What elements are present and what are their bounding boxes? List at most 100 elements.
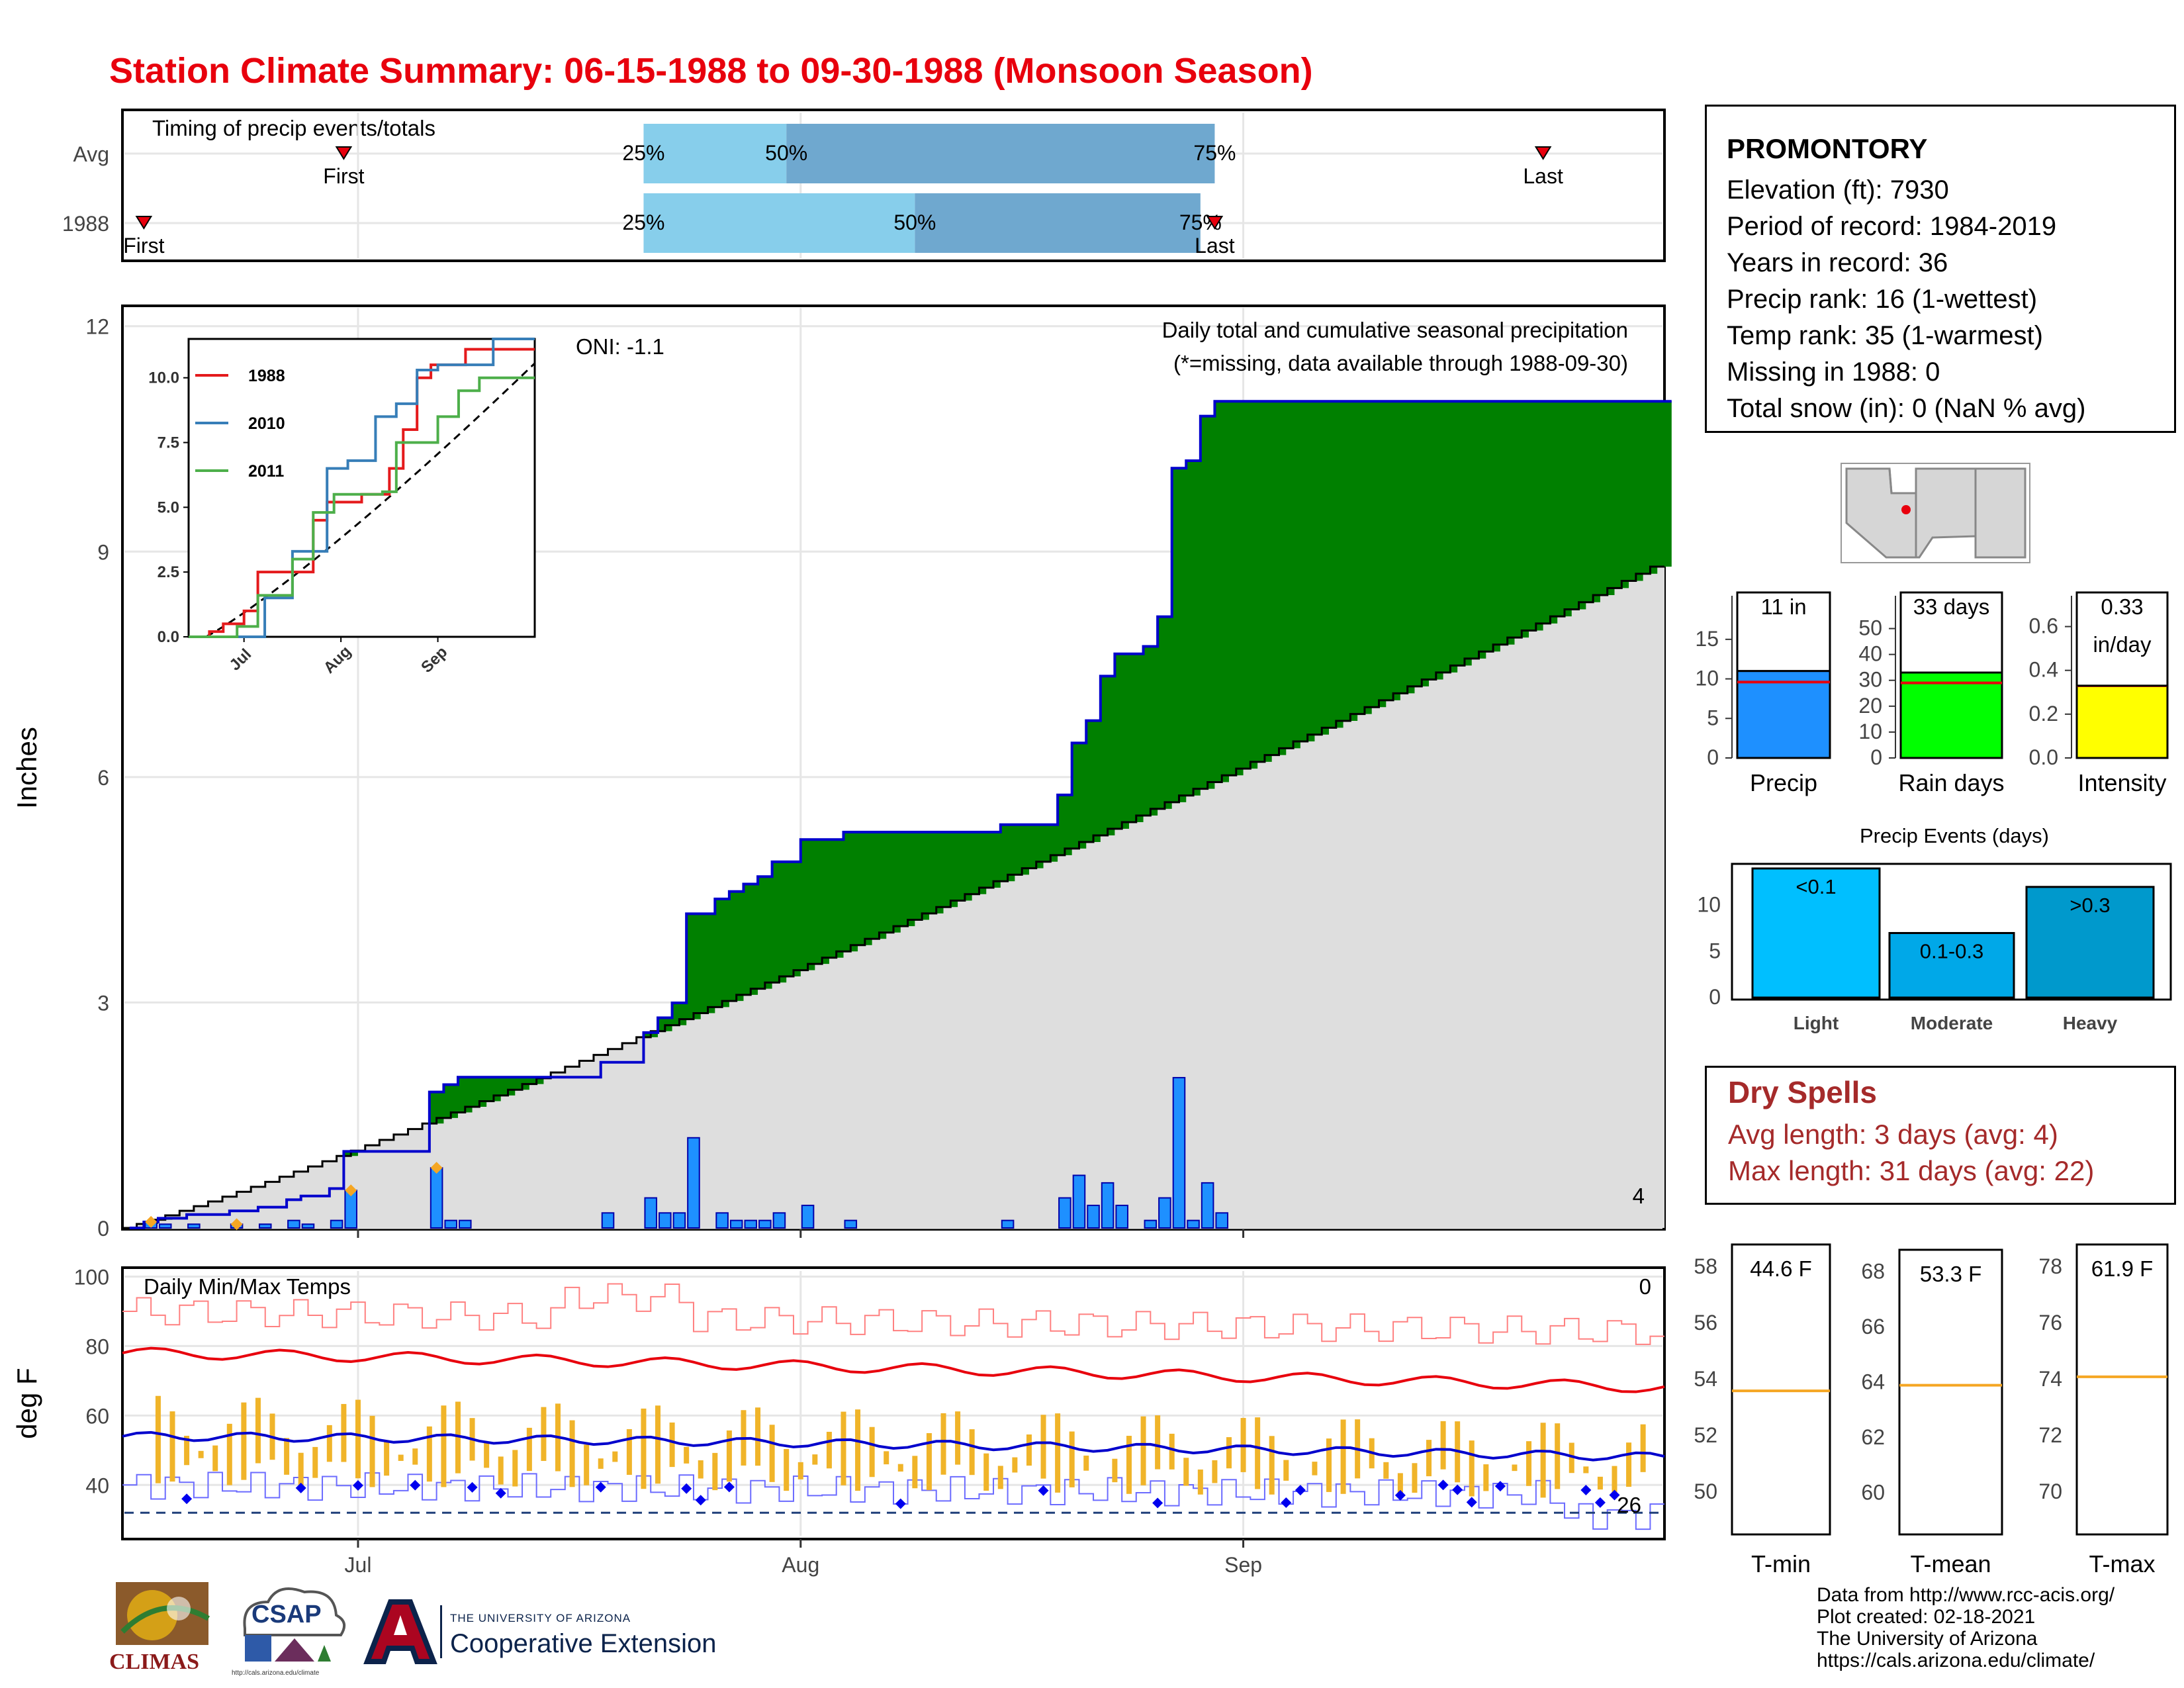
daily-precip-bar	[330, 1219, 343, 1229]
summary-bar-2	[2075, 684, 2169, 759]
timing-first-marker	[135, 216, 153, 230]
daily-temp-bar	[926, 1432, 932, 1491]
daily-temp-bar	[1269, 1436, 1275, 1495]
daily-temp-bar	[755, 1407, 761, 1466]
record-low-marker	[1152, 1497, 1163, 1509]
location-map	[1841, 463, 2030, 563]
record-low-marker	[895, 1498, 906, 1509]
daily-temp-bar	[312, 1446, 318, 1478]
daily-precip-bar	[1215, 1212, 1228, 1229]
record-low-marker	[1281, 1497, 1292, 1509]
temp-ylabel: deg F	[11, 1368, 42, 1438]
record-low-marker	[352, 1479, 363, 1491]
event-category-label: Heavy	[2063, 1013, 2118, 1033]
temp-summary-value: 53.3 F	[1920, 1262, 1982, 1286]
daily-temp-bar	[526, 1427, 532, 1472]
summary-label-box	[2075, 591, 2169, 687]
station-info-box: PROMONTORY Elevation (ft): 7930 Period o…	[1705, 105, 2176, 433]
daily-temp-bar	[669, 1422, 675, 1468]
daily-temp-bar	[726, 1430, 732, 1482]
daily-precip-bar	[715, 1212, 729, 1229]
daily-temp-bar	[198, 1450, 204, 1458]
missing-marker	[145, 1215, 158, 1228]
events-ytick: 10	[1697, 893, 1721, 917]
daily-temp-bar	[226, 1423, 232, 1485]
month-label: Aug	[782, 1553, 819, 1577]
missing-marker	[230, 1218, 243, 1231]
daily-temp-bar	[498, 1456, 504, 1485]
precip-ytick: 6	[97, 766, 109, 790]
daily-temp-bar	[412, 1448, 418, 1465]
daily-temp-bar	[1155, 1415, 1161, 1470]
csap-logo: CSAP http://cals.arizona.edu/climate	[232, 1582, 351, 1685]
daily-temp-bar	[1540, 1423, 1546, 1498]
precip-ytick: 12	[85, 315, 109, 339]
daily-temp-bar	[1512, 1464, 1518, 1472]
temp-count-hi: 0	[1639, 1274, 1651, 1299]
temp-summary-ytick: 78	[2038, 1254, 2062, 1278]
station-name: PROMONTORY	[1727, 133, 1928, 164]
daily-precip-bar	[844, 1219, 858, 1229]
precip-event-bar	[1888, 931, 2015, 999]
daily-precip-bar	[1144, 1219, 1158, 1229]
daily-temp-bar	[155, 1395, 161, 1483]
daily-temp-bar	[169, 1411, 175, 1482]
timing-p50-label: 50%	[765, 141, 807, 165]
ua-a-icon	[363, 1599, 437, 1664]
daily-temp-bar	[1026, 1434, 1032, 1466]
timing-p50-label: 50%	[893, 211, 936, 234]
inset-ytick-label: 0.0	[158, 628, 179, 646]
daily-precip-bar	[1158, 1197, 1171, 1229]
daily-temp-bar	[212, 1445, 218, 1472]
footer-institution: The University of Arizona	[1817, 1628, 2038, 1650]
footer-created: Plot created: 02-18-2021	[1817, 1606, 2036, 1628]
daily-temp-bar	[1112, 1458, 1118, 1483]
cumulative-surplus-area	[129, 401, 1672, 1228]
daily-temp-bar	[855, 1409, 861, 1491]
missing-marker	[345, 1184, 357, 1197]
record-low-marker	[181, 1493, 193, 1505]
month-label: Sep	[1224, 1553, 1262, 1577]
record-low-line	[122, 1472, 1664, 1530]
daily-temp-bar	[698, 1460, 704, 1479]
summary-ytick: 30	[1858, 668, 1882, 692]
daily-temp-bar	[398, 1454, 404, 1461]
events-ytick: 5	[1709, 939, 1721, 962]
daily-temp-bar	[1612, 1466, 1617, 1499]
inset-avg-line	[205, 362, 536, 638]
footer-url: https://cals.arizona.edu/climate/	[1817, 1650, 2095, 1671]
temp-summary-ytick: 60	[1861, 1480, 1885, 1504]
daily-temp-bar	[1212, 1460, 1218, 1483]
csap-emblem-icon	[243, 1587, 346, 1662]
temp-summary-ytick: 50	[1694, 1479, 1717, 1503]
daily-precip-bar	[458, 1219, 472, 1229]
footer-source: Data from http://www.rcc-acis.org/	[1817, 1584, 2115, 1606]
daily-temp-bar	[912, 1456, 918, 1489]
daily-temp-bar	[997, 1466, 1003, 1489]
daily-temp-bar	[512, 1450, 518, 1487]
daily-temp-bar	[897, 1464, 903, 1472]
station-snow: Total snow (in): 0 (NaN % avg)	[1727, 394, 2086, 423]
temp-summary-ytick: 52	[1694, 1423, 1717, 1447]
oni-label: ONI: -1.1	[576, 334, 664, 359]
record-low-marker	[595, 1481, 606, 1493]
daily-precip-bar	[187, 1223, 201, 1229]
dry-spells-title: Dry Spells	[1728, 1075, 1877, 1109]
temp-summary-ytick: 56	[1694, 1311, 1717, 1335]
daily-temp-bar	[326, 1425, 332, 1462]
daily-precip-bar	[1201, 1182, 1214, 1229]
summary-ytick: 40	[1858, 642, 1882, 666]
daily-precip-bar	[744, 1219, 758, 1229]
climas-text: CLIMAS	[109, 1650, 200, 1674]
summary-ytick: 10	[1858, 720, 1882, 743]
event-category-label: Light	[1794, 1013, 1839, 1033]
inset-legend-label: 2011	[248, 462, 284, 481]
temp-summary-box	[1731, 1243, 1831, 1536]
daily-temp-bar	[712, 1452, 718, 1491]
csap-url: http://cals.arizona.edu/climate	[232, 1669, 320, 1677]
daily-precip-bar	[1115, 1204, 1128, 1229]
temp-summary-value: 61.9 F	[2091, 1256, 2154, 1281]
record-low-marker	[1038, 1485, 1049, 1496]
